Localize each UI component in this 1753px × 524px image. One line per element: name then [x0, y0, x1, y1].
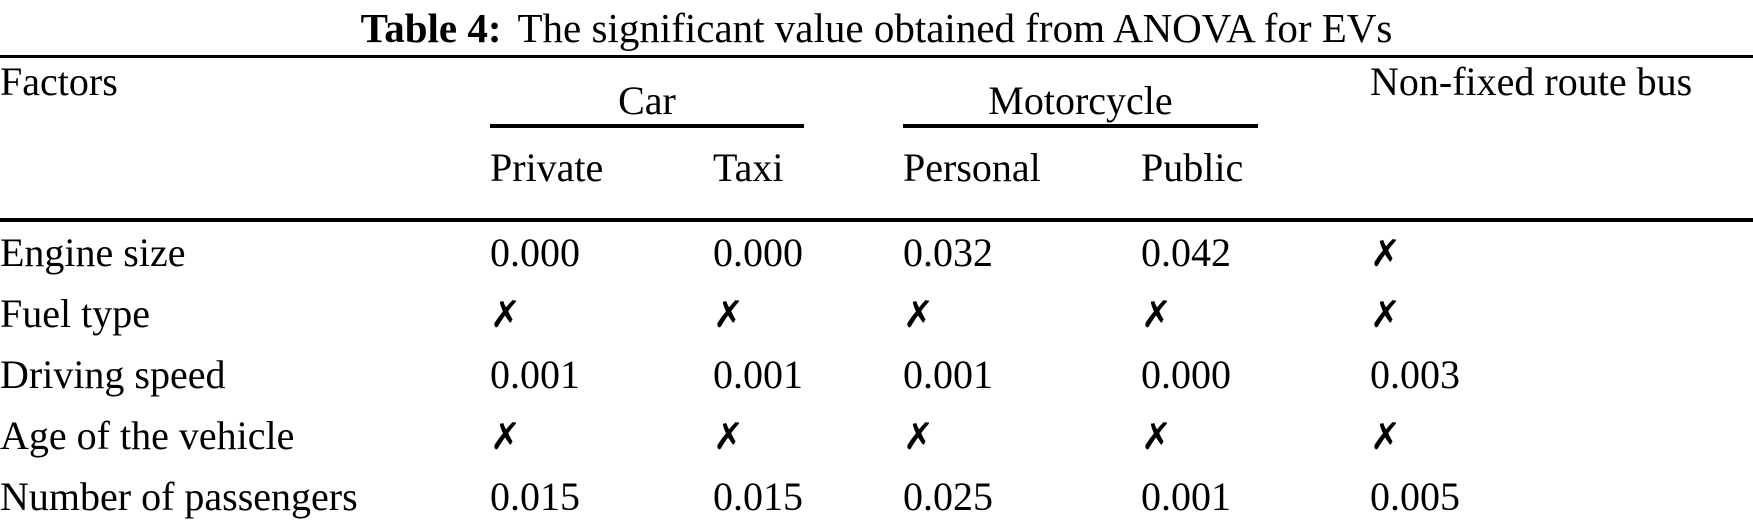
significance-value: ✗	[713, 415, 745, 458]
significance-value: 0.001	[713, 352, 803, 397]
table-cell: 0.000	[713, 220, 903, 283]
significance-value: 0.001	[490, 352, 580, 397]
table-cell: ✗	[1370, 220, 1753, 283]
table-caption-label: Table 4:	[360, 5, 502, 51]
significance-value: ✗	[1141, 293, 1173, 336]
significance-value: 0.005	[1370, 474, 1461, 519]
significance-value: 0.015	[713, 474, 803, 519]
significance-value: 0.000	[490, 230, 580, 275]
significance-value: ✗	[1370, 415, 1402, 458]
table-cell: ✗	[903, 405, 1141, 466]
significance-value: 0.000	[1141, 352, 1232, 397]
table-row: Number of passengers 0.015 0.015 0.025 0…	[0, 466, 1753, 524]
table-cell: ✗	[1141, 405, 1370, 466]
significance-value: 0.001	[903, 352, 994, 397]
column-subheader-personal: Personal	[903, 145, 1041, 190]
significance-value: ✗	[903, 415, 935, 458]
table-cell: ✗	[903, 283, 1141, 344]
group-header-row: Factors Car Motorcycle Non-fixed route b…	[0, 57, 1753, 135]
table-caption-text: The significant value obtained from ANOV…	[517, 5, 1393, 51]
column-subheader-public: Public	[1141, 145, 1244, 190]
table-cell: 0.001	[490, 344, 713, 405]
table-caption: Table 4: The significant value obtained f…	[0, 0, 1753, 55]
significance-value: 0.003	[1370, 352, 1461, 397]
table-cell: 0.015	[490, 466, 713, 524]
anova-table: Factors Car Motorcycle Non-fixed route b…	[0, 55, 1753, 524]
significance-value: ✗	[1141, 415, 1173, 458]
factor-label: Engine size	[0, 230, 186, 275]
group-header-label: Motorcycle	[988, 78, 1173, 123]
factor-label: Number of passengers	[0, 474, 358, 519]
column-header-non-fixed-route-bus: Non-fixed route bus	[1370, 59, 1693, 104]
table-cell: ✗	[490, 405, 713, 466]
table-cell: 0.001	[903, 344, 1141, 405]
table-cell: 0.005	[1370, 466, 1753, 524]
factor-label: Age of the vehicle	[0, 413, 295, 458]
column-subheader-taxi: Taxi	[713, 145, 784, 190]
significance-value: 0.025	[903, 474, 994, 519]
table-header: Factors Car Motorcycle Non-fixed route b…	[0, 57, 1753, 221]
factor-label: Driving speed	[0, 352, 226, 397]
significance-value: ✗	[490, 293, 522, 336]
table-cell: 0.042	[1141, 220, 1370, 283]
significance-value: ✗	[490, 415, 522, 458]
table-row: Driving speed 0.001 0.001 0.001 0.000 0.…	[0, 344, 1753, 405]
significance-value: ✗	[1370, 232, 1402, 275]
subheader-row: Private Taxi Personal Public	[0, 134, 1753, 220]
significance-value: 0.001	[1141, 474, 1232, 519]
table-cell: 0.000	[490, 220, 713, 283]
table-cell: 0.001	[1141, 466, 1370, 524]
column-subheader-private: Private	[490, 145, 604, 190]
significance-value: 0.015	[490, 474, 580, 519]
table-cell: 0.032	[903, 220, 1141, 283]
table-row: Engine size 0.000 0.000 0.032 0.042 ✗	[0, 220, 1753, 283]
table-cell: 0.003	[1370, 344, 1753, 405]
motorcycle-group-spanner: Motorcycle	[903, 58, 1258, 128]
column-header-factors: Factors	[0, 59, 118, 104]
table-cell: ✗	[490, 283, 713, 344]
table-cell: ✗	[1370, 283, 1753, 344]
table-row: Age of the vehicle ✗ ✗ ✗ ✗ ✗	[0, 405, 1753, 466]
significance-value: 0.042	[1141, 230, 1232, 275]
table-body: Engine size 0.000 0.000 0.032 0.042 ✗ Fu…	[0, 220, 1753, 524]
table-cell: 0.025	[903, 466, 1141, 524]
significance-value: 0.032	[903, 230, 994, 275]
table-cell: ✗	[1141, 283, 1370, 344]
table-cell: 0.001	[713, 344, 903, 405]
group-header-label: Car	[618, 78, 676, 123]
table-cell: ✗	[1370, 405, 1753, 466]
column-group-car: Car	[490, 57, 903, 135]
table-cell: 0.000	[1141, 344, 1370, 405]
car-group-spanner: Car	[490, 58, 804, 128]
factor-label: Fuel type	[0, 291, 150, 336]
column-group-motorcycle: Motorcycle	[903, 57, 1370, 135]
table-cell: ✗	[713, 405, 903, 466]
table-cell: ✗	[713, 283, 903, 344]
significance-value: ✗	[903, 293, 935, 336]
table-row: Fuel type ✗ ✗ ✗ ✗ ✗	[0, 283, 1753, 344]
significance-value: 0.000	[713, 230, 803, 275]
significance-value: ✗	[713, 293, 745, 336]
significance-value: ✗	[1370, 293, 1402, 336]
table-cell: 0.015	[713, 466, 903, 524]
